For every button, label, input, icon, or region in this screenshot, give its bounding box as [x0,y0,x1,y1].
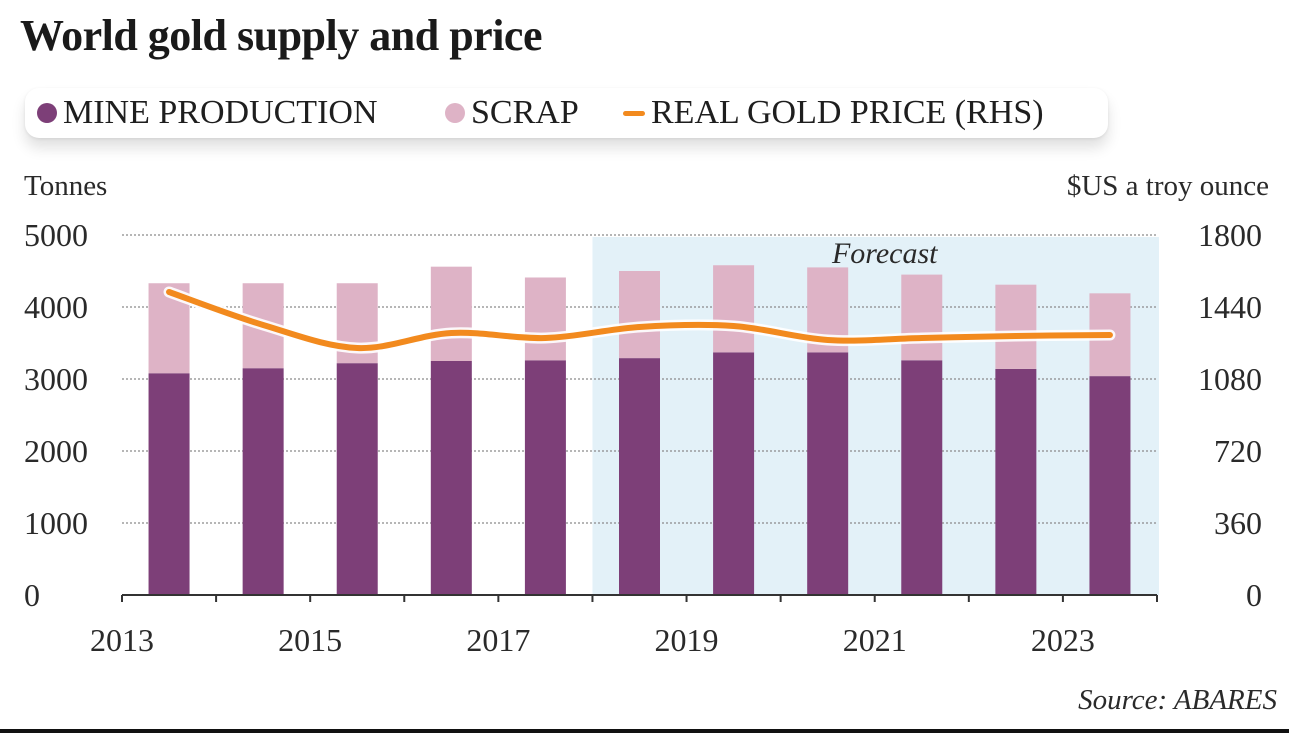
bar-scrap [901,274,943,361]
forecast-region [592,237,1159,595]
gold-price-swatch-icon [623,110,645,116]
legend-label: SCRAP [471,94,579,131]
legend-item-mine-production: MINE PRODUCTION [37,94,378,132]
bar-mine-production [995,368,1037,595]
x-tick-label: 2023 [1031,622,1095,658]
bar-mine-production [619,358,660,595]
bar-mine-production [524,360,566,595]
legend-label: REAL GOLD PRICE (RHS) [651,94,1044,131]
chart-title: World gold supply and price [20,11,542,60]
y-tick-label-right: 0 [1246,577,1262,613]
mine-production-swatch-icon [37,103,57,123]
legend-label: MINE PRODUCTION [63,94,378,131]
x-tick-label: 2021 [843,622,907,658]
y-tick-label-right: 1800 [1198,217,1262,253]
source-note: Source: ABARES [1078,684,1277,716]
y-tick-label-left: 1000 [24,505,88,541]
bar-scrap [430,266,472,361]
y-tick-label-left: 3000 [24,361,88,397]
y-tick-label-left: 4000 [24,289,88,325]
x-tick-label: 2019 [655,622,719,658]
bar-scrap [995,284,1037,369]
bar-scrap [619,271,660,359]
bar-scrap [524,277,566,361]
legend: MINE PRODUCTION SCRAP REAL GOLD PRICE (R… [25,88,1108,138]
y-tick-label-left: 0 [24,577,40,613]
bar-mine-production [901,360,943,595]
bar-scrap [713,265,755,353]
legend-item-real-gold-price: REAL GOLD PRICE (RHS) [623,94,1044,132]
legend-item-scrap: SCRAP [445,94,579,132]
y-tick-label-right: 1080 [1198,361,1262,397]
x-tick-label: 2015 [278,622,342,658]
bottom-border [0,729,1289,733]
x-tick-label: 2017 [466,622,530,658]
y-tick-label-left: 5000 [24,217,88,253]
x-tick-label: 2013 [90,622,154,658]
y-axis-title-right: $US a troy ounce [1066,170,1269,202]
y-tick-label-left: 2000 [24,433,88,469]
y-tick-label-right: 720 [1214,433,1262,469]
y-axis-title-left: Tonnes [24,170,108,202]
bar-mine-production [148,373,190,595]
y-tick-label-right: 1440 [1198,289,1262,325]
y-tick-label-right: 360 [1214,505,1262,541]
bar-mine-production [713,352,755,595]
scrap-swatch-icon [445,103,465,123]
bar-mine-production [242,368,284,595]
bar-mine-production [430,361,472,595]
bar-mine-production [336,363,378,595]
bar-mine-production [1089,376,1131,595]
forecast-label: Forecast [831,237,938,270]
bar-mine-production [807,352,849,595]
